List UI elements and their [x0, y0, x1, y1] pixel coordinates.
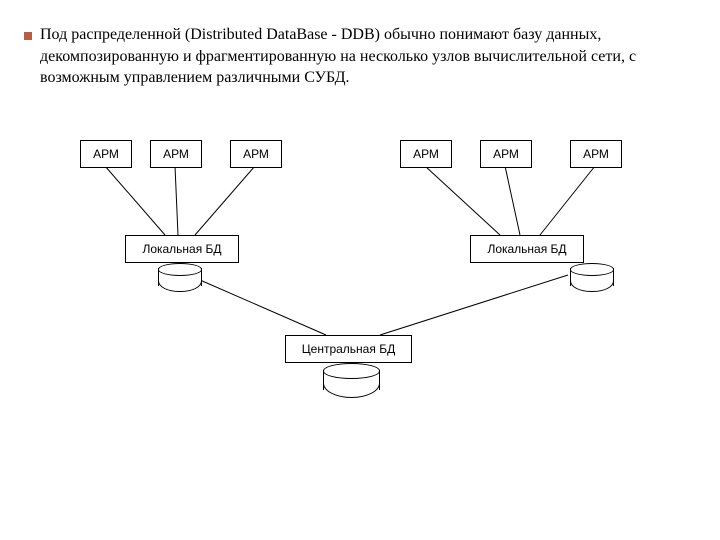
local-db-node: Локальная БД — [470, 235, 584, 263]
arm-node: АРМ — [480, 140, 532, 168]
arm-node: АРМ — [230, 140, 282, 168]
cylinder-top — [570, 263, 614, 276]
diagram-edges — [70, 140, 650, 460]
arm-node: АРМ — [80, 140, 132, 168]
arm-node: АРМ — [570, 140, 622, 168]
cylinder-top — [323, 363, 380, 379]
cylinder-bottom — [323, 383, 380, 398]
description-text: Под распределенной (Distributed DataBase… — [40, 24, 680, 89]
arm-node: АРМ — [150, 140, 202, 168]
arm-node: АРМ — [400, 140, 452, 168]
central-db-node: Центральная БД — [285, 335, 412, 363]
cylinder-top — [158, 263, 202, 276]
bullet-marker — [24, 32, 32, 40]
ddb-diagram: АРМ АРМ АРМ АРМ АРМ АРМ Локальная БД Локальная … — [70, 140, 650, 460]
cylinder-bottom — [570, 281, 614, 293]
cylinder-bottom — [158, 281, 202, 293]
local-db-node: Локальная БД — [125, 235, 239, 263]
